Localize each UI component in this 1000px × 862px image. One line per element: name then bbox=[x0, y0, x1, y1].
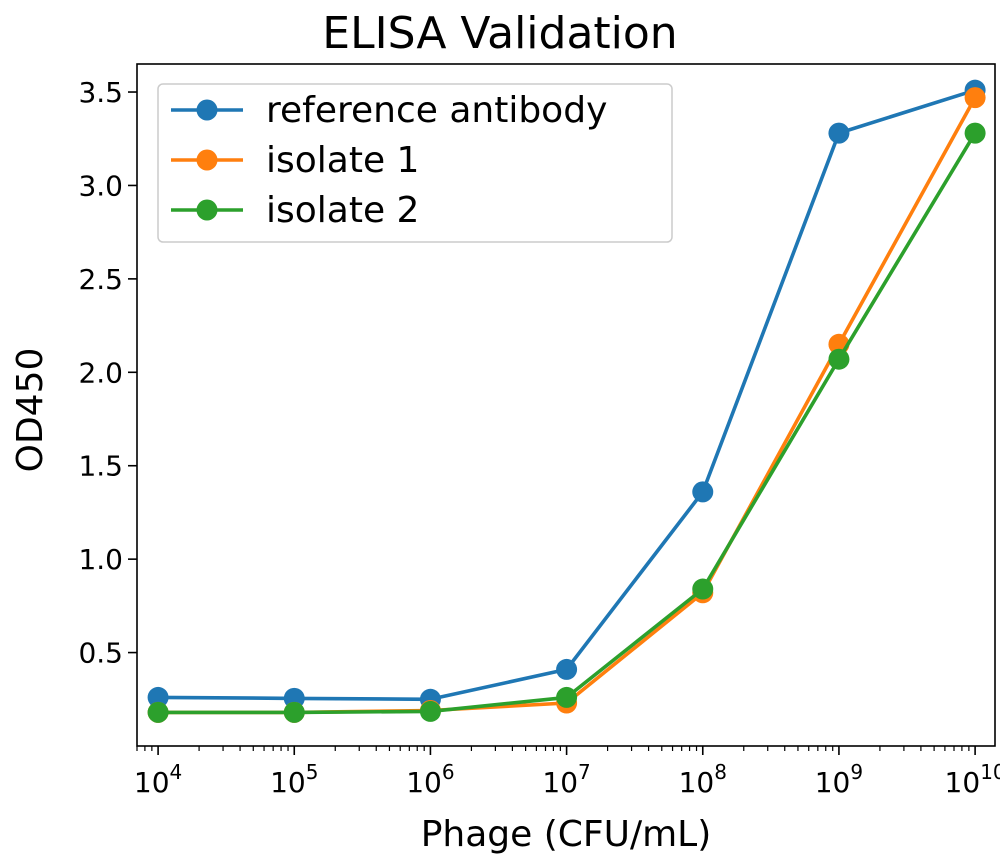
legend-entry: isolate 1 bbox=[171, 140, 419, 181]
y-tick-label: 1.0 bbox=[78, 543, 123, 576]
x-tick-label: 108 bbox=[679, 760, 727, 799]
x-tick-label: 105 bbox=[270, 760, 318, 799]
x-tick-base: 10 bbox=[679, 766, 715, 799]
x-tick-exponent: 7 bbox=[578, 760, 591, 784]
x-tick-base: 10 bbox=[542, 766, 578, 799]
data-point bbox=[556, 686, 578, 708]
x-tick-label: 104 bbox=[134, 760, 182, 799]
x-tick-exponent: 6 bbox=[442, 760, 455, 784]
plot-frame bbox=[136, 63, 996, 747]
legend-entry: reference antibody bbox=[171, 90, 607, 131]
x-tick-base: 10 bbox=[270, 766, 306, 799]
x-tick-label: 107 bbox=[542, 760, 590, 799]
data-point bbox=[828, 348, 850, 370]
data-point bbox=[556, 658, 578, 680]
legend-label: isolate 2 bbox=[266, 190, 419, 231]
data-point bbox=[283, 701, 305, 723]
x-tick-exponent: 9 bbox=[850, 760, 863, 784]
y-tick-label: 2.0 bbox=[78, 356, 123, 389]
y-tick-label: 3.5 bbox=[78, 76, 123, 109]
x-tick-base: 10 bbox=[406, 766, 442, 799]
data-point bbox=[964, 87, 986, 109]
series-3 bbox=[147, 122, 986, 723]
x-tick-base: 10 bbox=[945, 766, 981, 799]
y-tick-label: 1.5 bbox=[78, 450, 123, 483]
y-axis-label: OD450 bbox=[10, 348, 51, 473]
x-tick-exponent: 4 bbox=[170, 760, 183, 784]
x-tick-label: 106 bbox=[406, 760, 454, 799]
legend-marker bbox=[196, 99, 218, 121]
data-point bbox=[419, 700, 441, 722]
x-tick-label: 1010 bbox=[945, 760, 1000, 799]
y-tick-label: 3.0 bbox=[78, 169, 123, 202]
x-tick-exponent: 10 bbox=[980, 760, 1000, 784]
legend-label: reference antibody bbox=[266, 90, 607, 131]
chart-title: ELISA Validation bbox=[322, 8, 677, 59]
legend-box bbox=[157, 83, 673, 243]
data-point bbox=[147, 686, 169, 708]
x-tick-label: 109 bbox=[815, 760, 863, 799]
x-axis-label: Phage (CFU/mL) bbox=[421, 814, 712, 855]
legend-label: isolate 1 bbox=[266, 140, 419, 181]
legend-marker bbox=[196, 149, 218, 171]
y-tick-label: 2.5 bbox=[78, 263, 123, 296]
legend: reference antibody isolate 1 isolate 2 bbox=[157, 83, 673, 243]
legend-marker bbox=[196, 199, 218, 221]
legend-entry: isolate 2 bbox=[171, 190, 419, 231]
data-point bbox=[964, 122, 986, 144]
y-tick-label: 0.5 bbox=[78, 637, 123, 670]
x-tick-base: 10 bbox=[815, 766, 851, 799]
x-tick-exponent: 5 bbox=[306, 760, 319, 784]
data-point bbox=[692, 481, 714, 503]
series-layer bbox=[147, 79, 986, 723]
data-point bbox=[147, 701, 169, 723]
x-tick-base: 10 bbox=[134, 766, 170, 799]
data-point bbox=[692, 578, 714, 600]
data-point bbox=[828, 122, 850, 144]
x-tick-exponent: 8 bbox=[714, 760, 727, 784]
